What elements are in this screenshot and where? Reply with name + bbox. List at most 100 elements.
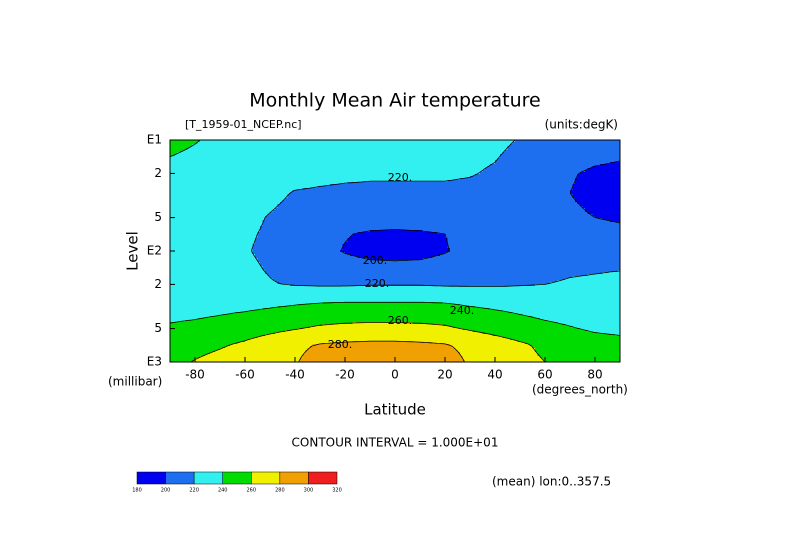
x-tick-label: 60 bbox=[537, 368, 552, 382]
contour-band bbox=[265, 218, 603, 221]
contour-band bbox=[317, 186, 573, 189]
contour-band bbox=[272, 210, 586, 213]
contour-band bbox=[587, 212, 621, 215]
contour-band bbox=[195, 358, 301, 361]
contour-band bbox=[170, 350, 216, 353]
contour-band bbox=[582, 206, 621, 209]
contour-band bbox=[257, 236, 351, 239]
contour-band bbox=[170, 348, 221, 351]
contour-band bbox=[447, 180, 576, 183]
contour-band bbox=[170, 190, 293, 193]
contour-line bbox=[298, 340, 465, 363]
contour-band bbox=[537, 352, 621, 355]
contour-band bbox=[170, 270, 266, 273]
contour-band bbox=[370, 230, 423, 233]
contour-band bbox=[257, 336, 503, 339]
contour-label: 260. bbox=[388, 314, 413, 327]
contour-band bbox=[170, 338, 251, 341]
contour-band bbox=[265, 270, 618, 273]
file-name: [T_1959-01_NCEP.nc] bbox=[185, 118, 302, 131]
x-tick-label: 40 bbox=[487, 368, 502, 382]
contour-band bbox=[192, 360, 301, 363]
contour-band bbox=[352, 322, 413, 325]
contour-band bbox=[262, 308, 491, 311]
contour-band bbox=[170, 160, 496, 163]
contour-band bbox=[170, 298, 621, 301]
contour-band bbox=[197, 318, 541, 321]
contour-band bbox=[170, 360, 193, 363]
contour-label: 220. bbox=[365, 277, 390, 290]
contour-band bbox=[557, 280, 621, 283]
contour-band bbox=[252, 252, 346, 255]
contour-band bbox=[342, 248, 451, 251]
contour-band bbox=[445, 252, 621, 255]
contour-band bbox=[350, 236, 446, 239]
contour-band bbox=[222, 314, 523, 317]
contour-band bbox=[262, 268, 621, 271]
contour-band bbox=[490, 164, 601, 167]
contour-band bbox=[170, 322, 353, 325]
contour-band bbox=[237, 342, 333, 345]
contour-label: 200. bbox=[363, 254, 388, 267]
contour-band bbox=[447, 240, 621, 243]
contour-band bbox=[350, 254, 441, 257]
contour-band bbox=[282, 200, 576, 203]
contour-band bbox=[475, 306, 621, 309]
contour-band bbox=[512, 312, 621, 315]
contour-band bbox=[495, 160, 621, 163]
contour-band bbox=[495, 162, 611, 165]
contour-band bbox=[170, 258, 258, 261]
contour-band bbox=[592, 214, 621, 217]
contour-band bbox=[507, 148, 621, 151]
contour-band bbox=[277, 306, 476, 309]
colorbar-box bbox=[222, 471, 252, 485]
contour-band bbox=[170, 318, 198, 321]
contour-band bbox=[310, 326, 453, 329]
contour-band bbox=[170, 166, 488, 169]
contour-band bbox=[312, 344, 451, 347]
contour-band bbox=[487, 166, 593, 169]
contour-band bbox=[465, 360, 546, 363]
contour-band bbox=[265, 272, 603, 275]
contour-band bbox=[170, 288, 621, 291]
contour-band bbox=[522, 314, 621, 317]
colorbar-label: 220 bbox=[189, 488, 199, 494]
contour-band bbox=[170, 312, 236, 315]
contour-band bbox=[170, 278, 273, 281]
contour-band bbox=[170, 326, 311, 329]
contour-band bbox=[255, 242, 346, 245]
contour-band bbox=[462, 356, 541, 359]
contour-band bbox=[472, 330, 588, 333]
contour-band bbox=[170, 300, 621, 303]
contour-band bbox=[530, 344, 621, 347]
contour-band bbox=[197, 142, 513, 145]
contour-band bbox=[515, 140, 621, 143]
contour-band bbox=[347, 240, 448, 243]
contour-band bbox=[577, 176, 621, 179]
contour-band bbox=[170, 176, 471, 179]
contour-band bbox=[532, 316, 621, 319]
contour-band bbox=[260, 264, 621, 267]
contour-band bbox=[170, 242, 256, 245]
contour-band bbox=[302, 188, 573, 191]
contour-band bbox=[170, 220, 263, 223]
contour-band bbox=[170, 234, 258, 237]
contour-band bbox=[572, 326, 621, 329]
contour-band bbox=[357, 232, 438, 235]
contour-band bbox=[170, 204, 278, 207]
contour-band bbox=[170, 340, 246, 343]
contour-band bbox=[170, 232, 258, 235]
contour-band bbox=[170, 356, 201, 359]
contour-line bbox=[251, 139, 621, 287]
contour-band bbox=[540, 356, 621, 359]
colorbar-label: 200 bbox=[161, 488, 171, 494]
contour-interval: CONTOUR INTERVAL = 1.000E+01 bbox=[292, 436, 499, 450]
y-tick-label: 5 bbox=[154, 321, 162, 335]
contour-band bbox=[510, 338, 621, 341]
contour-band bbox=[587, 274, 621, 277]
contour-band bbox=[347, 238, 448, 241]
contour-band bbox=[277, 204, 581, 207]
contour-band bbox=[270, 276, 573, 279]
filled-contours bbox=[170, 140, 621, 363]
